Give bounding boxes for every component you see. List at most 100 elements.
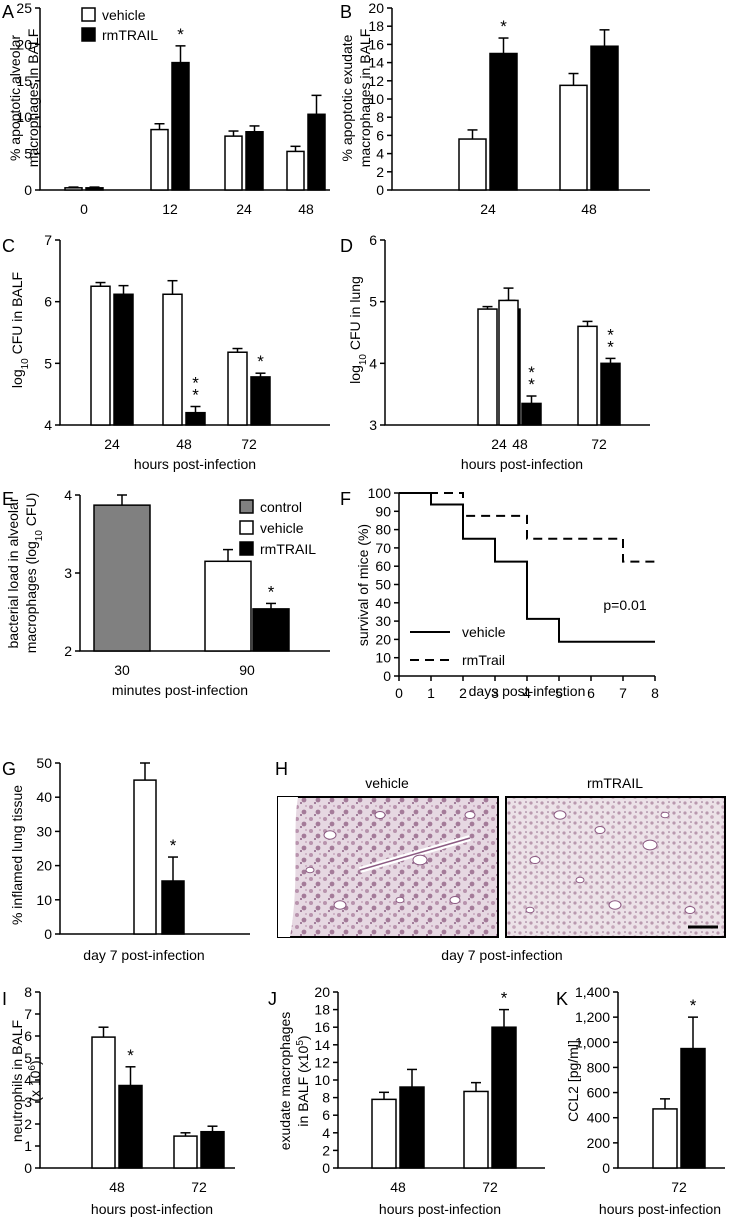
alveolar-space — [464, 811, 476, 819]
x-tick-label: 0 — [395, 685, 403, 701]
y-tick-label: 14 — [368, 55, 384, 71]
x-axis-label: hours post-infection — [461, 456, 583, 472]
bar-vehicle — [463, 1090, 489, 1169]
y-tick-label: 20 — [36, 858, 52, 874]
bar-vehicle — [458, 138, 487, 191]
alveolar-space — [395, 896, 405, 904]
bar-vehicle — [577, 325, 598, 426]
bar-vehicle — [150, 128, 169, 191]
pleura-edge — [278, 797, 298, 937]
panel-label: J — [268, 989, 277, 1009]
bar-rmTRAIL — [399, 1086, 425, 1169]
y-tick-label: 4 — [64, 487, 72, 503]
x-tick-label: 48 — [298, 201, 314, 217]
significance-star: * — [192, 386, 199, 405]
legend-label: rmTRAIL — [102, 27, 158, 43]
y-tick-label: 1,400 — [575, 984, 610, 1000]
significance-star: * — [192, 374, 199, 393]
legend-label: control — [260, 499, 302, 515]
bar-vehicle — [64, 187, 83, 191]
y-tick-label: 6 — [376, 127, 384, 143]
x-axis-label: hours post-infection — [91, 1201, 213, 1217]
significance-star: * — [528, 363, 535, 382]
y-axis-label: survival of mice (%) — [355, 524, 371, 646]
y-tick-label: 10 — [36, 892, 52, 908]
x-axis-label: day 7 post-infection — [83, 947, 204, 963]
x-tick-label: 4 — [523, 685, 531, 701]
y-tick-label: 3 — [64, 565, 72, 581]
y-tick-label: 8 — [24, 984, 32, 1000]
y-axis-label: macrophages in BALF — [357, 29, 373, 168]
y-tick-label: 80 — [375, 522, 391, 538]
y-axis-label: % apoptotic exudate — [339, 34, 355, 161]
legend-label: vehicle — [462, 624, 506, 640]
x-tick-label: 2 — [459, 685, 467, 701]
y-tick-label: 2 — [322, 1142, 330, 1158]
y-tick-label: 0 — [383, 668, 391, 684]
bar-rmTRAIL — [113, 293, 134, 426]
x-tick-label: 30 — [114, 662, 130, 678]
bar-vehicle — [173, 1135, 198, 1169]
bar-rmTRAIL — [590, 45, 619, 191]
alveolar-space — [412, 854, 428, 866]
bar-control — [93, 504, 151, 652]
y-axis-label: neutrophils in BALF — [9, 1020, 25, 1142]
y-tick-label: 8 — [322, 1090, 330, 1106]
y-tick-label: 7 — [24, 1006, 32, 1022]
bar-rmTRAIL — [250, 376, 271, 426]
x-tick-label: 48 — [109, 1179, 125, 1195]
y-tick-label: 1 — [24, 1138, 32, 1154]
y-tick-label: 2 — [376, 164, 384, 180]
y-tick-label: 0 — [44, 926, 52, 942]
axes-G — [59, 763, 250, 935]
y-axis-label: log10 CFU in lung — [347, 276, 369, 384]
y-axis-label: log10 CFU in BALF — [9, 272, 31, 388]
bar-rmTRAIL — [185, 411, 206, 426]
significance-star: * — [170, 836, 177, 855]
panel-caption: day 7 post-infection — [441, 947, 562, 963]
y-tick-label: 30 — [375, 613, 391, 629]
y-tick-label: 14 — [314, 1037, 330, 1053]
y-tick-label: 60 — [375, 558, 391, 574]
bar-vehicle — [224, 135, 243, 191]
significance-star: * — [690, 996, 697, 1015]
micrograph-rmTRAIL — [505, 796, 726, 938]
alveolar-space — [553, 810, 567, 820]
alveolar-space — [608, 900, 622, 910]
bar-rmTRAIL — [521, 402, 542, 426]
y-tick-label: 30 — [36, 823, 52, 839]
bar-vehicle — [162, 293, 183, 426]
x-tick-label: 24 — [491, 436, 507, 452]
x-tick-label: 48 — [512, 436, 528, 452]
x-tick-label: 3 — [491, 685, 499, 701]
x-tick-label: 72 — [591, 436, 607, 452]
y-tick-label: 20 — [368, 0, 384, 16]
x-axis-label: hours post-infection — [134, 456, 256, 472]
y-tick-label: 50 — [375, 577, 391, 593]
axes-D — [384, 240, 650, 426]
legend-label: rmTRAIL — [260, 541, 316, 557]
bar-rmTRAIL — [252, 608, 290, 652]
y-tick-label: 25 — [16, 0, 32, 16]
x-tick-label: 8 — [651, 685, 659, 701]
x-tick-label: 0 — [80, 201, 88, 217]
bar-rmTRAIL — [600, 362, 621, 426]
legend-swatch-vehicle — [81, 7, 96, 22]
panel-label: E — [2, 489, 14, 509]
y-tick-label: 10 — [16, 109, 32, 125]
y-tick-label: 0 — [24, 1160, 32, 1176]
significance-star: * — [607, 325, 614, 344]
y-tick-label: 4 — [322, 1125, 330, 1141]
y-tick-label: 0 — [24, 182, 32, 198]
y-tick-label: 10 — [314, 1072, 330, 1088]
y-tick-label: 4 — [44, 417, 52, 433]
x-axis-label: days post-infection — [469, 683, 586, 699]
x-tick-label: 72 — [191, 1179, 207, 1195]
y-tick-label: 5 — [24, 1050, 32, 1066]
y-tick-label: 6 — [322, 1107, 330, 1123]
bar-vehicle — [227, 351, 248, 426]
panel-label: H — [275, 759, 288, 779]
x-tick-label: 48 — [390, 1179, 406, 1195]
panel-label: A — [2, 2, 14, 22]
